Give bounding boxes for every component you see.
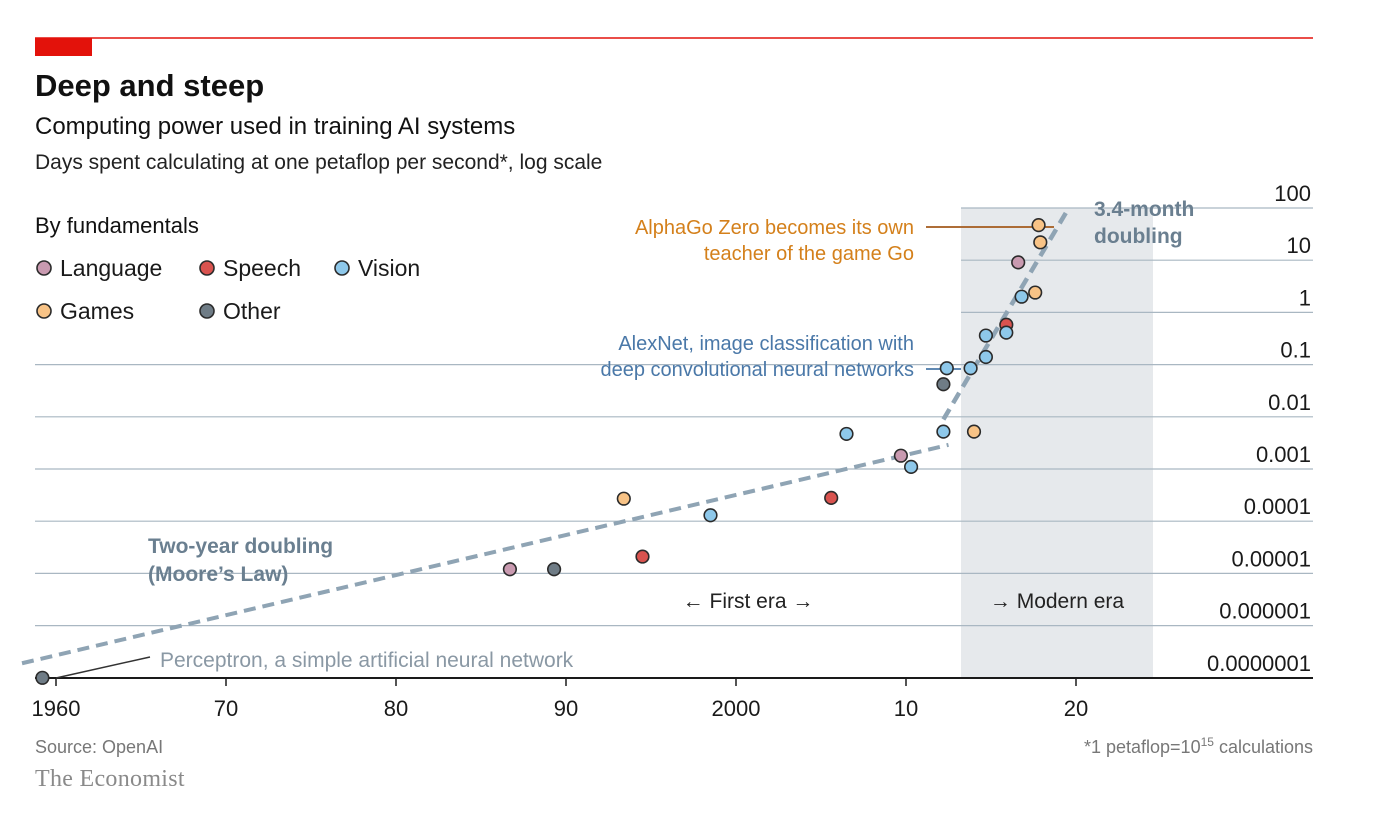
legend-swatch-language <box>36 260 52 276</box>
modern-era-label: → Modern era <box>990 590 1125 613</box>
y-tick-label: 0.01 <box>1268 390 1311 415</box>
accent-tag <box>35 38 92 56</box>
legend-swatch-games <box>36 303 52 319</box>
data-point-speech <box>824 490 839 505</box>
legend: Language Speech Vision Games Other <box>36 255 420 324</box>
chart-title: Deep and steep <box>35 68 264 103</box>
legend-label-games: Games <box>60 298 134 324</box>
data-point-vision <box>939 361 954 376</box>
y-tick-label: 0.0000001 <box>1207 651 1311 676</box>
legend-swatch-other <box>199 303 215 319</box>
data-point-games <box>1028 285 1043 300</box>
perceptron-annotation: Perceptron, a simple artificial neural n… <box>160 649 574 672</box>
y-tick-label: 1 <box>1299 285 1311 310</box>
legend-label-language: Language <box>60 255 162 281</box>
legend-label-speech: Speech <box>223 255 301 281</box>
x-tick-label: 10 <box>894 696 918 721</box>
data-point-games <box>966 424 982 439</box>
data-point-language <box>893 448 909 463</box>
data-point-games <box>616 491 631 506</box>
chart-subtitle: Computing power used in training AI syst… <box>35 113 515 140</box>
petaflop-footnote: *1 petaflop=1015 calculations <box>1084 735 1313 757</box>
footnote-exponent: 15 <box>1201 735 1215 749</box>
alphago-annotation-line1: AlphaGo Zero becomes its own <box>635 217 914 239</box>
footnote-suffix: calculations <box>1214 737 1313 757</box>
y-tick-label: 0.000001 <box>1219 599 1311 624</box>
x-tick-label: 80 <box>384 696 408 721</box>
x-tick-label: 70 <box>214 696 238 721</box>
legend-label-other: Other <box>223 298 281 324</box>
footnote-prefix: *1 petaflop=10 <box>1084 737 1201 757</box>
moore-trend-line <box>21 442 949 666</box>
y-axis-description: Days spent calculating at one petaflop p… <box>35 151 602 174</box>
alphago-annotation-line2: teacher of the game Go <box>704 243 914 265</box>
legend-swatch-speech <box>199 260 215 276</box>
first-era-label: ← First era → <box>683 590 814 613</box>
y-tick-label: 0.0001 <box>1244 494 1311 519</box>
data-point-other <box>35 670 50 685</box>
moore-label-line1: Two-year doubling <box>148 535 333 558</box>
source-note: Source: OpenAI <box>35 737 163 757</box>
data-point-language <box>1011 255 1026 270</box>
data-point-other <box>936 377 951 392</box>
data-point-other <box>546 562 562 577</box>
y-tick-label: 0.1 <box>1280 338 1311 363</box>
legend-title: By fundamentals <box>35 213 199 238</box>
legend-swatch-vision <box>334 260 350 276</box>
data-point-vision <box>936 424 951 439</box>
data-point-vision <box>703 508 718 523</box>
fast-doubling-label-line1: 3.4-month <box>1094 198 1194 221</box>
data-point-vision <box>839 426 854 442</box>
perceptron-leader-line <box>55 656 151 679</box>
modern-era-shading <box>961 208 1153 678</box>
legend-label-vision: Vision <box>358 255 420 281</box>
data-point-language <box>502 562 518 577</box>
data-point-vision <box>978 349 994 365</box>
x-tick-label: 20 <box>1064 696 1088 721</box>
y-tick-label: 0.001 <box>1256 442 1311 467</box>
y-tick-label: 0.00001 <box>1231 546 1311 571</box>
data-point-vision <box>978 328 994 343</box>
x-tick-label: 2000 <box>712 696 761 721</box>
data-point-games <box>1033 235 1048 250</box>
moore-label-line2: (Moore’s Law) <box>148 563 288 586</box>
data-point-vision <box>903 459 919 474</box>
alexnet-annotation-line2: deep convolutional neural networks <box>600 359 914 381</box>
fast-doubling-trend-line <box>941 208 1070 421</box>
data-point-speech <box>635 549 650 564</box>
data-point-vision <box>1014 289 1029 304</box>
x-tick-label: 90 <box>554 696 578 721</box>
y-tick-label: 100 <box>1274 181 1311 206</box>
publication-brand: The Economist <box>35 766 185 792</box>
fast-doubling-label-line2: doubling <box>1094 225 1183 248</box>
data-point-vision <box>963 361 978 376</box>
x-tick-label: 1960 <box>32 696 81 721</box>
y-tick-label: 10 <box>1287 233 1311 258</box>
alexnet-annotation-line1: AlexNet, image classification with <box>618 333 914 355</box>
data-point-vision <box>999 325 1014 340</box>
data-point-games <box>1031 218 1046 233</box>
